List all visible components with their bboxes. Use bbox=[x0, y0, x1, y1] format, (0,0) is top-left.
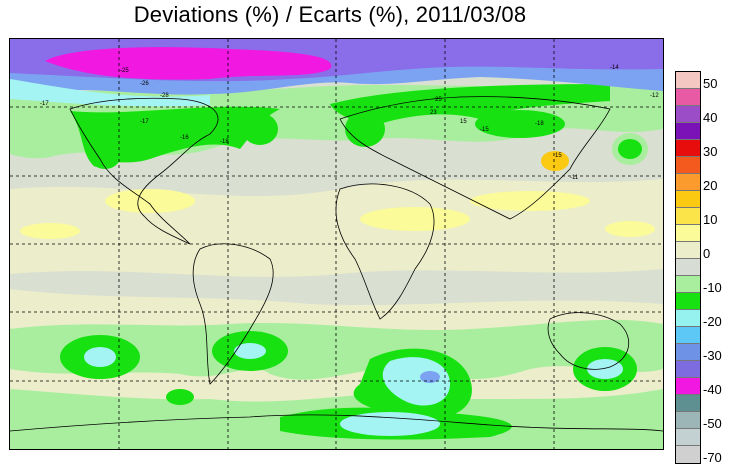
cyan-blob-south-america bbox=[234, 343, 266, 359]
legend-swatch bbox=[676, 140, 700, 157]
station-label: -18 bbox=[220, 139, 229, 145]
blue-blob-south-atlantic bbox=[420, 371, 440, 383]
station-labels: -25 -26 -28 -14 -12 -17 25 23 -17 15 -18… bbox=[40, 65, 659, 181]
station-label: -11 bbox=[570, 175, 579, 181]
green-patch-gulf bbox=[90, 145, 120, 169]
green-patch-europe bbox=[345, 111, 385, 147]
legend-swatch bbox=[676, 429, 700, 446]
legend-swatch bbox=[676, 208, 700, 225]
station-label: 25 bbox=[435, 97, 442, 103]
legend-label: -10 bbox=[703, 280, 722, 295]
legend-swatch bbox=[676, 225, 700, 242]
green-blob-drake bbox=[166, 389, 194, 405]
green-patch-central-asia bbox=[475, 110, 565, 138]
legend-swatch bbox=[676, 378, 700, 395]
cyan-blob-south-atlantic bbox=[382, 357, 450, 406]
legend-label: -40 bbox=[703, 382, 722, 397]
australia-outline bbox=[547, 312, 630, 370]
legend-swatch bbox=[676, 259, 700, 276]
station-label: -17 bbox=[40, 101, 49, 107]
legend-label: -50 bbox=[703, 416, 722, 431]
cyan-blob-australia bbox=[587, 359, 623, 379]
antarctica-outline bbox=[10, 414, 663, 432]
legend-swatch bbox=[676, 174, 700, 191]
station-label: 15 bbox=[555, 153, 562, 159]
station-label: -25 bbox=[120, 68, 129, 74]
station-label: -14 bbox=[610, 65, 619, 71]
legend-label: 40 bbox=[703, 110, 718, 125]
legend-label: 10 bbox=[703, 212, 718, 227]
station-label: -26 bbox=[140, 81, 149, 87]
station-label: -12 bbox=[650, 93, 659, 99]
legend-swatch bbox=[676, 191, 700, 208]
legend-label: -70 bbox=[703, 450, 722, 465]
legend-swatch bbox=[676, 446, 700, 463]
legend-swatch bbox=[676, 361, 700, 378]
legend-swatch bbox=[676, 123, 700, 140]
station-label: 23 bbox=[430, 110, 437, 116]
orange-patch-japan bbox=[541, 151, 569, 171]
south-america-outline bbox=[192, 243, 274, 385]
yellow-patch-caribbean bbox=[105, 189, 195, 213]
legend-label: 50 bbox=[703, 76, 718, 91]
legend-swatch bbox=[676, 293, 700, 310]
magenta-patch-arctic bbox=[45, 47, 332, 80]
station-label: -15 bbox=[480, 127, 489, 133]
legend-label: -30 bbox=[703, 348, 722, 363]
legend-swatch bbox=[676, 310, 700, 327]
color-legend bbox=[675, 71, 701, 464]
north-america-outline bbox=[69, 97, 219, 245]
legend-swatch bbox=[676, 89, 700, 106]
legend-label: 20 bbox=[703, 178, 718, 193]
legend-swatch bbox=[676, 276, 700, 293]
legend-swatch bbox=[676, 344, 700, 361]
world-map: -25 -26 -28 -14 -12 -17 25 23 -17 15 -18… bbox=[9, 38, 664, 450]
chart-title: Deviations (%) / Ecarts (%), 2011/03/08 bbox=[133, 2, 527, 27]
legend-label: -20 bbox=[703, 314, 722, 329]
yellow-patch-east bbox=[605, 221, 655, 237]
legend-swatch bbox=[676, 72, 700, 89]
yellow-patch-africa bbox=[360, 207, 470, 231]
graticule bbox=[10, 39, 663, 449]
green-patch-eurasia bbox=[330, 84, 610, 127]
green-patch-north-america bbox=[70, 106, 280, 167]
deviation-map-svg: -25 -26 -28 -14 -12 -17 25 23 -17 15 -18… bbox=[10, 39, 663, 449]
legend-swatch bbox=[676, 395, 700, 412]
legend-label: 0 bbox=[703, 246, 711, 261]
coastlines bbox=[10, 96, 663, 432]
station-label: -28 bbox=[160, 93, 169, 99]
legend-swatch bbox=[676, 327, 700, 344]
station-label: -18 bbox=[535, 121, 544, 127]
legend-swatch bbox=[676, 157, 700, 174]
station-label: -16 bbox=[180, 135, 189, 141]
yellow-patch-pacific bbox=[20, 223, 80, 239]
cyan-band-arctic bbox=[10, 79, 210, 107]
station-label: 15 bbox=[460, 119, 467, 125]
yellow-patch-asia bbox=[470, 191, 590, 211]
cyan-blob-south-pacific bbox=[84, 347, 116, 367]
legend-swatch bbox=[676, 242, 700, 259]
cyan-band-antarctic bbox=[340, 412, 440, 436]
station-label: -17 bbox=[140, 119, 149, 125]
africa-outline bbox=[335, 183, 435, 320]
green-patch-pacific bbox=[618, 139, 642, 159]
legend-label: 30 bbox=[703, 144, 718, 159]
green-patch-atlantic bbox=[242, 113, 278, 145]
legend-swatch bbox=[676, 412, 700, 429]
legend-swatch bbox=[676, 106, 700, 123]
